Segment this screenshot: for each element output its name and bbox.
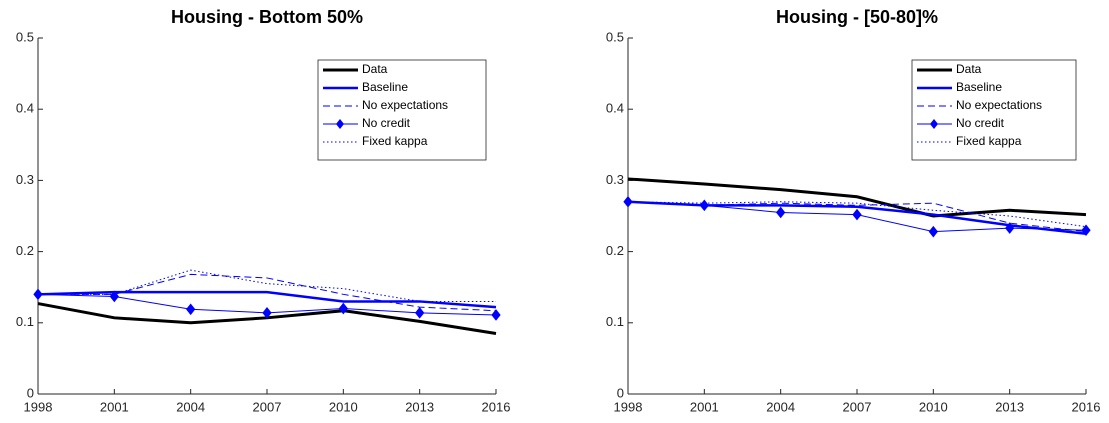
x-tick-label: 2007 — [253, 399, 282, 414]
marker — [699, 199, 709, 212]
x-tick-label: 1998 — [24, 399, 53, 414]
x-tick-label: 2001 — [100, 399, 129, 414]
legend-box — [317, 59, 487, 161]
y-tick-label: 0.3 — [606, 172, 624, 187]
y-tick-label: 0.1 — [16, 314, 34, 329]
legend-marker — [930, 119, 938, 129]
legend-label: Baseline — [362, 80, 408, 94]
legend-label: Fixed kappa — [956, 134, 1022, 148]
x-tick-label: 2016 — [1072, 399, 1101, 414]
legend-label: No credit — [362, 116, 411, 130]
x-tick-label: 2013 — [405, 399, 434, 414]
chart-title: Housing - [50-80]% — [776, 7, 938, 27]
marker — [415, 307, 425, 319]
x-tick-label: 2004 — [766, 399, 795, 414]
x-tick-label: 2007 — [843, 399, 872, 414]
x-tick-label: 2010 — [329, 399, 358, 414]
marker — [262, 307, 272, 319]
legend-label: Data — [956, 62, 982, 76]
marker — [491, 309, 501, 321]
x-tick-label: 2001 — [690, 399, 719, 414]
x-tick-label: 2016 — [482, 399, 511, 414]
marker — [928, 225, 938, 238]
marker — [109, 290, 119, 303]
y-tick-label: 0.2 — [606, 243, 624, 258]
legend-label: No expectations — [956, 98, 1042, 112]
y-tick-label: 0.4 — [16, 101, 34, 116]
marker — [776, 206, 786, 219]
marker — [186, 303, 196, 316]
x-tick-label: 2010 — [919, 399, 948, 414]
y-tick-label: 0.5 — [16, 29, 34, 44]
legend-label: Baseline — [956, 80, 1002, 94]
series-line — [627, 201, 1087, 228]
y-tick-label: 0.5 — [606, 29, 624, 44]
legend-marker — [336, 119, 344, 129]
y-tick-label: 0.3 — [16, 172, 34, 187]
x-tick-label: 1998 — [614, 399, 643, 414]
series-line — [627, 177, 1087, 218]
y-tick-label: 0.2 — [16, 243, 34, 258]
series-line — [38, 269, 496, 302]
y-tick-label: 0 — [617, 385, 624, 400]
y-tick-label: 0.1 — [606, 314, 624, 329]
x-tick-label: 2013 — [995, 399, 1024, 414]
legend-label: Data — [362, 62, 388, 76]
y-tick-label: 0.4 — [606, 101, 624, 116]
marker — [852, 208, 862, 221]
legend-label: Fixed kappa — [362, 134, 428, 148]
legend-box — [911, 59, 1077, 161]
chart-title: Housing - Bottom 50% — [171, 7, 363, 27]
x-tick-label: 2004 — [176, 399, 205, 414]
marker — [1005, 222, 1015, 234]
legend-label: No credit — [956, 116, 1005, 130]
y-tick-label: 0 — [27, 385, 34, 400]
marker — [338, 302, 348, 315]
marker — [1081, 224, 1091, 237]
legend-label: No expectations — [362, 98, 448, 112]
